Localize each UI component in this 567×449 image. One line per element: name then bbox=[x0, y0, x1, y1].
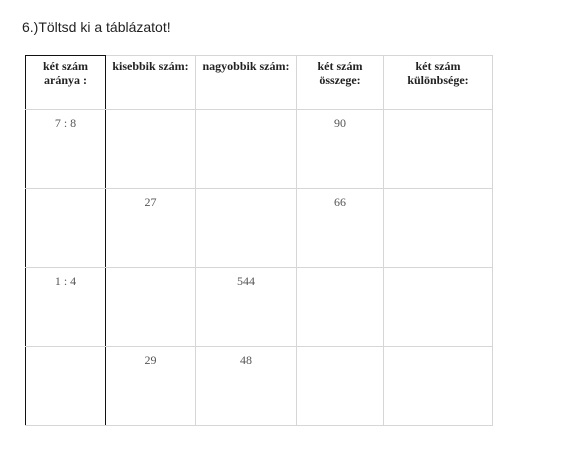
header-cell: kisebbik szám: bbox=[105, 55, 196, 110]
table-cell bbox=[383, 267, 493, 347]
table-cell: 1 : 4 bbox=[25, 267, 106, 347]
table-row: 1 : 4 544 bbox=[25, 267, 493, 347]
table-cell bbox=[195, 109, 297, 189]
table-cell: 29 bbox=[105, 346, 196, 426]
table-cell bbox=[383, 109, 493, 189]
table-cell: 7 : 8 bbox=[25, 109, 106, 189]
header-cell: két szám különbsége: bbox=[383, 55, 493, 110]
table-cell bbox=[383, 346, 493, 426]
table-cell bbox=[383, 188, 493, 268]
table-cell bbox=[195, 188, 297, 268]
table-row: 29 48 bbox=[25, 346, 493, 426]
header-cell: nagyobbik szám: bbox=[195, 55, 297, 110]
header-cell: két szám aránya : bbox=[25, 55, 106, 110]
table-cell: 48 bbox=[195, 346, 297, 426]
table-body: 7 : 8 90 27 66 1 : 4 544 29 48 bbox=[25, 109, 493, 426]
table-cell: 90 bbox=[296, 109, 384, 189]
table-row: 27 66 bbox=[25, 188, 493, 268]
table-cell bbox=[25, 346, 106, 426]
table-cell bbox=[105, 267, 196, 347]
table-cell: 27 bbox=[105, 188, 196, 268]
table-cell bbox=[296, 346, 384, 426]
header-row: két szám aránya : kisebbik szám: nagyobbik… bbox=[25, 55, 493, 110]
header-cell: két szám összege: bbox=[296, 55, 384, 110]
table-cell bbox=[25, 188, 106, 268]
table-cell bbox=[296, 267, 384, 347]
exercise-title: 6.)Töltsd ki a táblázatot! bbox=[22, 19, 171, 35]
table-cell: 66 bbox=[296, 188, 384, 268]
table-cell: 544 bbox=[195, 267, 297, 347]
table-row: 7 : 8 90 bbox=[25, 109, 493, 189]
table: két szám aránya : kisebbik szám: nagyobbik… bbox=[25, 55, 493, 426]
table-cell bbox=[105, 109, 196, 189]
